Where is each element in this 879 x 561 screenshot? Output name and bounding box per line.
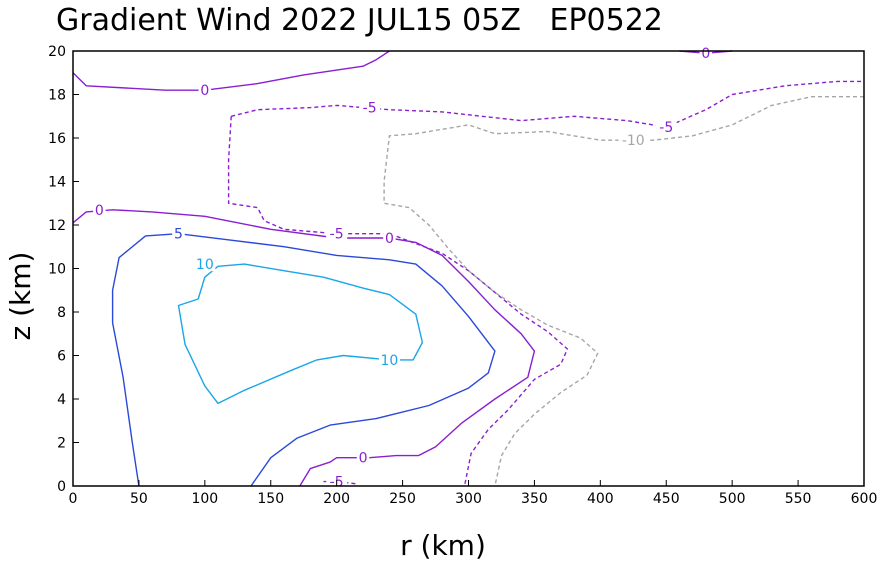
contour-label-bg	[383, 229, 396, 246]
x-tick-label: 600	[851, 491, 878, 507]
x-tick-label: 400	[587, 491, 614, 507]
contour-label-bg	[172, 224, 185, 241]
x-axis-label: r (km)	[400, 529, 486, 561]
y-tick-label: 0	[57, 479, 66, 495]
y-tick-label: 18	[48, 88, 66, 104]
x-tick-label: 100	[191, 491, 218, 507]
contour-label: -5	[363, 101, 377, 117]
contour-label-bg	[356, 448, 370, 465]
contour-label: 0	[701, 46, 710, 62]
contour-line-neg10	[383, 96, 864, 487]
contour-label-bg	[359, 98, 381, 115]
contour-label: 0	[385, 231, 394, 247]
contour-label: -10	[622, 133, 645, 149]
y-tick-label: 20	[48, 44, 66, 60]
y-tick-label: 10	[48, 262, 66, 278]
x-tick-label: 250	[389, 491, 416, 507]
x-tick-label: 550	[785, 491, 812, 507]
chart-title: Gradient Wind 2022 JUL15 05Z EP0522	[56, 3, 663, 38]
contour-layer	[72, 50, 864, 487]
y-tick-label: 12	[48, 218, 66, 234]
x-tick-label: 500	[719, 491, 746, 507]
y-tick-label: 2	[57, 436, 66, 452]
y-tick-label: 8	[57, 305, 66, 321]
contour-label-bg	[198, 81, 212, 98]
contour-label-bg	[326, 224, 348, 241]
contour-label: 0	[359, 451, 368, 467]
contour-label-bg	[194, 255, 216, 272]
contour-line-0	[72, 50, 390, 91]
contour-line-neg5	[231, 80, 864, 128]
x-axis: 0 50 100 150 200 250 300 350 400 450 500 550 600	[69, 480, 878, 507]
contour-label: 0	[200, 83, 209, 99]
contour-label: 0	[95, 203, 104, 219]
x-tick-label: 150	[257, 491, 284, 507]
contour-label: -5	[659, 120, 673, 136]
contour-label-bg	[655, 118, 677, 135]
contour-label-bg	[618, 131, 649, 148]
y-tick-label: 6	[57, 349, 66, 365]
contour-line-10	[177, 263, 424, 405]
y-axis-label: z (km)	[4, 252, 37, 341]
y-tick-label: 14	[48, 175, 66, 191]
x-tick-label: 0	[69, 491, 78, 507]
contour-label: 10	[196, 257, 214, 273]
contour-label-bg	[378, 350, 400, 367]
x-tick-label: 300	[455, 491, 482, 507]
x-tick-label: 200	[323, 491, 350, 507]
contour-label-bg	[93, 200, 106, 217]
x-tick-label: 350	[521, 491, 548, 507]
contour-label: 10	[380, 353, 398, 369]
y-tick-label: 16	[48, 131, 66, 147]
plot-frame	[72, 50, 865, 487]
x-tick-label: 450	[653, 491, 680, 507]
contour-label: -5	[330, 227, 344, 243]
contour-line-5	[111, 233, 496, 487]
y-tick-label: 4	[57, 392, 66, 408]
contour-label: 5	[174, 227, 183, 243]
contour-line-0	[72, 209, 536, 487]
x-tick-label: 50	[130, 491, 148, 507]
y-axis: 0 2 4 6 8 10 12 14 16 18 20	[48, 44, 79, 495]
contour-label-bg	[699, 44, 713, 61]
